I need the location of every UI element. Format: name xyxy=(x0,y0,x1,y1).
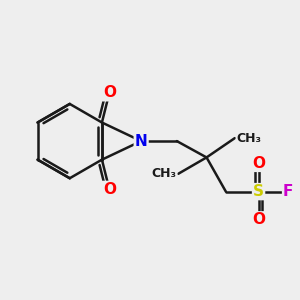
Text: N: N xyxy=(135,134,148,148)
Text: S: S xyxy=(253,184,264,199)
Text: CH₃: CH₃ xyxy=(236,132,261,145)
Text: CH₃: CH₃ xyxy=(152,167,177,180)
Text: O: O xyxy=(103,85,116,100)
Text: O: O xyxy=(103,182,116,197)
Text: F: F xyxy=(283,184,293,199)
Text: O: O xyxy=(252,212,265,227)
Text: O: O xyxy=(252,156,265,171)
